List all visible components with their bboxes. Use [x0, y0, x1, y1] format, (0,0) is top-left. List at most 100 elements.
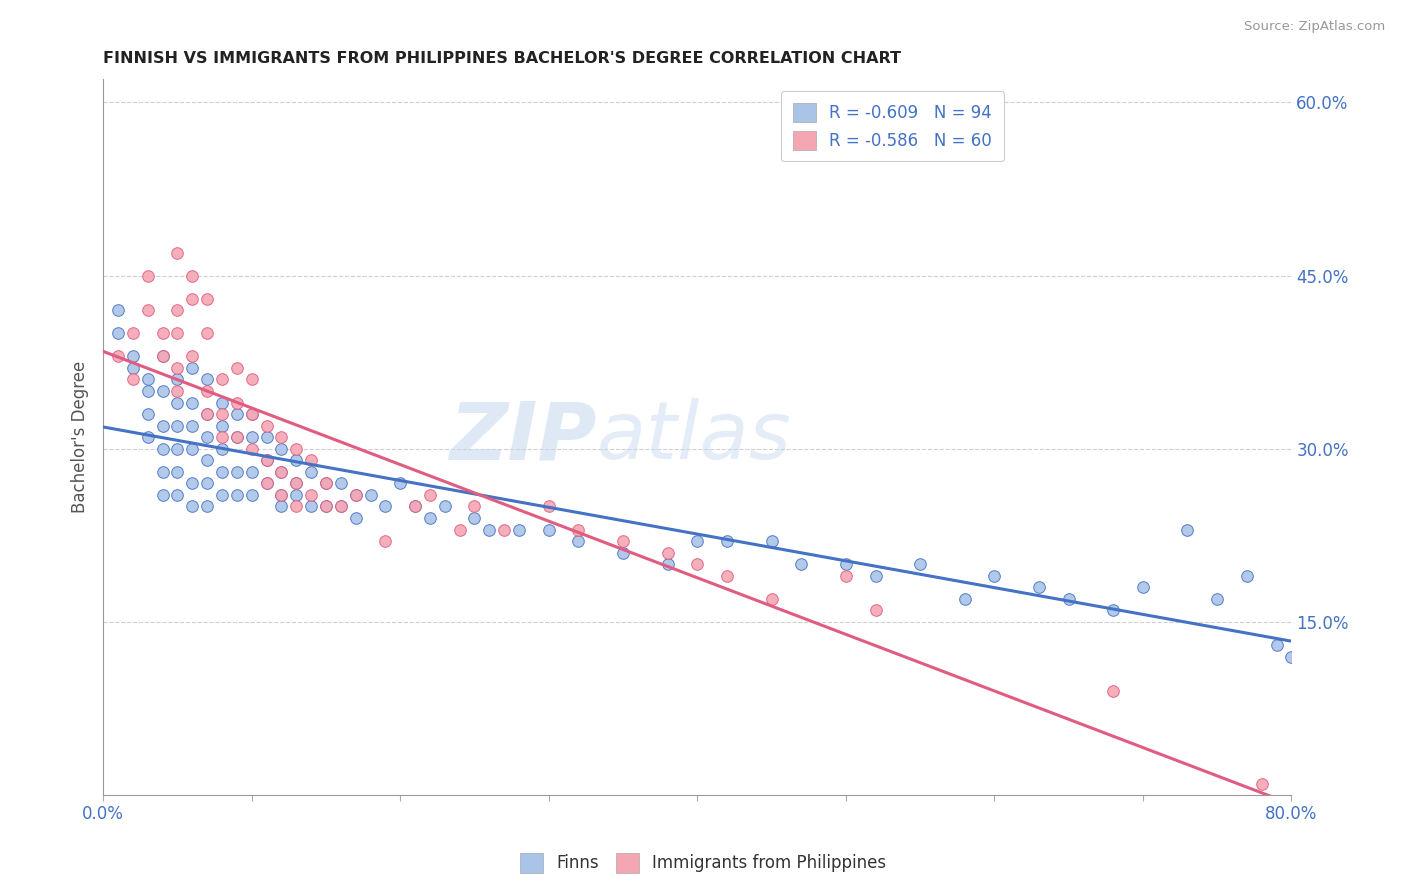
Point [121, 350, 143, 364]
Point [211, 418, 233, 433]
Point [181, 476, 204, 491]
Point [1206, 591, 1229, 606]
Point [344, 488, 367, 502]
Point [256, 453, 278, 467]
Point [107, 350, 129, 364]
Point [686, 557, 709, 571]
Point [136, 268, 159, 283]
Point [1057, 591, 1080, 606]
Point [195, 407, 218, 421]
Point [374, 534, 396, 549]
Point [181, 418, 204, 433]
Point [315, 476, 337, 491]
Point [299, 500, 322, 514]
Point [195, 372, 218, 386]
Point [478, 523, 501, 537]
Point [463, 500, 485, 514]
Point [983, 568, 1005, 582]
Point [211, 430, 233, 444]
Point [835, 568, 858, 582]
Point [107, 326, 129, 341]
Point [166, 360, 188, 375]
Point [285, 476, 308, 491]
Point [953, 591, 976, 606]
Point [107, 303, 129, 318]
Point [404, 500, 426, 514]
Point [152, 418, 174, 433]
Legend: Finns, Immigrants from Philippines: Finns, Immigrants from Philippines [513, 847, 893, 880]
Point [1265, 638, 1288, 652]
Point [270, 488, 292, 502]
Point [285, 453, 308, 467]
Point [166, 442, 188, 456]
Point [152, 384, 174, 398]
Point [1028, 580, 1050, 594]
Point [761, 534, 783, 549]
Point [270, 442, 292, 456]
Point [211, 442, 233, 456]
Y-axis label: Bachelor's Degree: Bachelor's Degree [72, 361, 89, 513]
Point [329, 500, 352, 514]
Point [211, 372, 233, 386]
Point [299, 465, 322, 479]
Point [195, 500, 218, 514]
Point [195, 292, 218, 306]
Point [256, 476, 278, 491]
Point [716, 568, 738, 582]
Point [612, 534, 634, 549]
Point [225, 407, 247, 421]
Point [166, 465, 188, 479]
Point [329, 476, 352, 491]
Point [1250, 776, 1272, 790]
Point [494, 523, 516, 537]
Point [166, 384, 188, 398]
Point [761, 591, 783, 606]
Point [225, 430, 247, 444]
Point [166, 418, 188, 433]
Point [121, 326, 143, 341]
Point [181, 442, 204, 456]
Point [240, 407, 263, 421]
Point [152, 350, 174, 364]
Point [211, 407, 233, 421]
Point [240, 465, 263, 479]
Point [181, 350, 204, 364]
Point [299, 453, 322, 467]
Point [121, 360, 143, 375]
Text: FINNISH VS IMMIGRANTS FROM PHILIPPINES BACHELOR'S DEGREE CORRELATION CHART: FINNISH VS IMMIGRANTS FROM PHILIPPINES B… [103, 51, 901, 66]
Point [908, 557, 931, 571]
Point [240, 488, 263, 502]
Point [344, 511, 367, 525]
Point [270, 465, 292, 479]
Point [1281, 649, 1303, 664]
Point [136, 407, 159, 421]
Point [537, 500, 560, 514]
Point [152, 442, 174, 456]
Point [315, 500, 337, 514]
Point [240, 442, 263, 456]
Point [657, 546, 679, 560]
Point [225, 430, 247, 444]
Point [716, 534, 738, 549]
Point [270, 430, 292, 444]
Point [270, 465, 292, 479]
Point [1102, 684, 1125, 698]
Point [195, 453, 218, 467]
Point [835, 557, 858, 571]
Point [240, 407, 263, 421]
Point [315, 476, 337, 491]
Text: atlas: atlas [596, 398, 792, 476]
Point [657, 557, 679, 571]
Point [404, 500, 426, 514]
Point [211, 395, 233, 409]
Point [567, 534, 589, 549]
Point [225, 395, 247, 409]
Text: ZIP: ZIP [449, 398, 596, 476]
Point [211, 488, 233, 502]
Point [285, 500, 308, 514]
Point [449, 523, 471, 537]
Point [166, 395, 188, 409]
Point [195, 384, 218, 398]
Point [195, 476, 218, 491]
Point [240, 430, 263, 444]
